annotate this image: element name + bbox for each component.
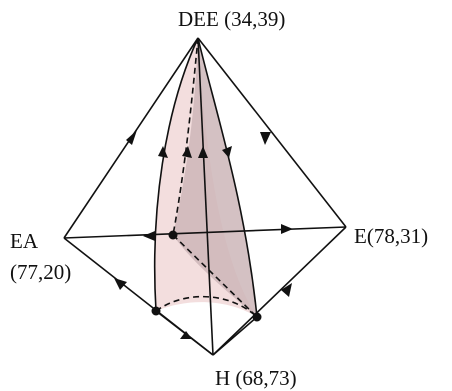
edge-dee-e (197, 37, 347, 228)
edge-e-h (212, 226, 347, 356)
arrow-dee-ea (126, 130, 137, 145)
arrow-curve-right (222, 146, 232, 158)
arrow-center-ea (143, 231, 155, 241)
edge-ea-e (63, 226, 347, 239)
label-vertex-left-coords: (77,20) (10, 260, 71, 284)
arrow-dee-e (260, 132, 271, 145)
line-right-point-to-h (212, 316, 258, 356)
curve-left-boundary (153, 37, 199, 312)
curve-inner-dashed (172, 37, 199, 236)
shaded-surface-side (173, 38, 257, 317)
curve-bottom-dashed (155, 295, 258, 318)
arrow-dee-h (198, 146, 208, 158)
arrow-center-e (281, 224, 293, 234)
point-center (168, 230, 178, 240)
label-vertex-bottom: H (68,73) (215, 366, 297, 390)
label-vertex-left-name: EA (10, 229, 39, 253)
arrow-inner-dashed (182, 146, 192, 158)
point-left (151, 306, 161, 316)
arrow-left-point-to-h (180, 331, 192, 339)
edge-dee-h (197, 37, 214, 356)
arrow-h-e (281, 283, 292, 297)
label-vertex-right: E(78,31) (354, 224, 428, 248)
label-vertex-top: DEE (34,39) (178, 7, 285, 31)
arrow-curve-left (158, 146, 168, 158)
point-right (252, 312, 262, 322)
curve-right-boundary (197, 37, 258, 318)
arrow-h-ea (114, 278, 127, 290)
